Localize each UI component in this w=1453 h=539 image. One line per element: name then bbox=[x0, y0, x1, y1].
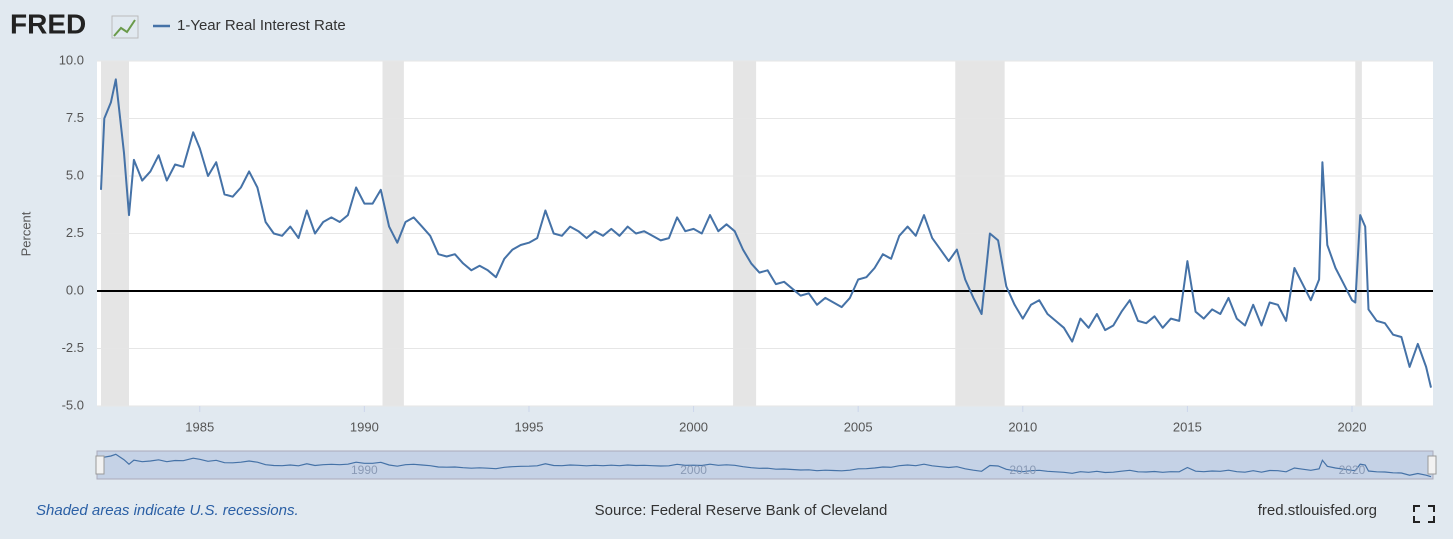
site: fred.stlouisfed.org bbox=[1258, 502, 1377, 519]
source: Source: Federal Reserve Bank of Clevelan… bbox=[595, 502, 888, 519]
footnote: Shaded areas indicate U.S. recessions. bbox=[36, 502, 299, 519]
x-tick-label: 2000 bbox=[679, 419, 708, 434]
y-tick-label: -5.0 bbox=[62, 397, 84, 412]
y-tick-label: 7.5 bbox=[66, 110, 84, 125]
navigator-tick-label: 2020 bbox=[1339, 463, 1366, 477]
navigator-tick-label: 1990 bbox=[351, 463, 378, 477]
x-tick-label: 1990 bbox=[350, 419, 379, 434]
x-tick-label: 2020 bbox=[1338, 419, 1367, 434]
x-tick-label: 2015 bbox=[1173, 419, 1202, 434]
grid bbox=[97, 60, 1433, 412]
x-tick-label: 1995 bbox=[515, 419, 544, 434]
x-tick-label: 1985 bbox=[185, 419, 214, 434]
logo-frame bbox=[111, 15, 139, 39]
legend-label: 1-Year Real Interest Rate bbox=[177, 17, 346, 34]
y-tick-label: 0.0 bbox=[66, 282, 84, 297]
y-tick-label: 2.5 bbox=[66, 225, 84, 240]
y-axis-label: Percent bbox=[18, 211, 33, 256]
navigator-tick-label: 2010 bbox=[1009, 463, 1036, 477]
y-tick-label: 10.0 bbox=[59, 52, 84, 67]
brand-logo: FRED bbox=[10, 8, 86, 39]
navigator-series: 1990 2000 2010 2020 bbox=[100, 453, 1432, 478]
fullscreen-button[interactable] bbox=[1413, 505, 1435, 523]
navigator-handle[interactable] bbox=[95, 455, 105, 475]
navigator-handle[interactable] bbox=[1427, 455, 1437, 475]
series-line bbox=[100, 78, 1432, 388]
navigator bbox=[96, 450, 1434, 480]
x-tick-label: 2010 bbox=[1008, 419, 1037, 434]
logo-icon bbox=[113, 19, 136, 37]
navigator-tick-label: 2000 bbox=[680, 463, 707, 477]
y-tick-label: 5.0 bbox=[66, 167, 84, 182]
x-tick-label: 2005 bbox=[844, 419, 873, 434]
y-tick-label: -2.5 bbox=[62, 340, 84, 355]
navigator-line bbox=[100, 453, 1432, 478]
plot bbox=[100, 78, 1432, 388]
